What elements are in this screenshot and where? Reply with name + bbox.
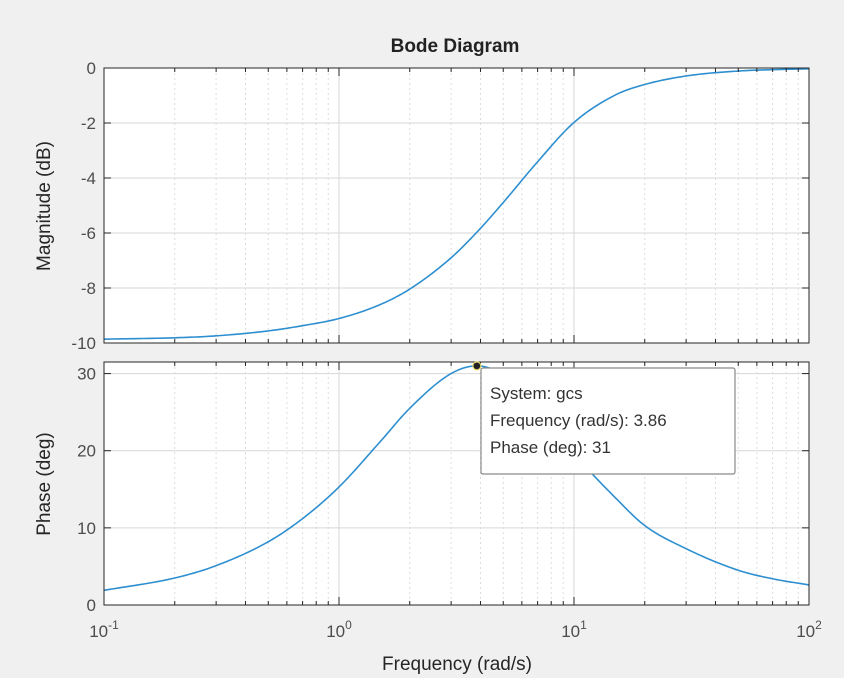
- datatip[interactable]: System: gcs Frequency (rad/s): 3.86 Phas…: [472, 361, 736, 475]
- magnitude-axes[interactable]: 0 -2 -4 -6 -8 -10: [71, 59, 810, 353]
- y-tick-label: -2: [81, 114, 96, 133]
- magnitude-axes-box: [103, 67, 810, 344]
- chart-title: Bode Diagram: [391, 36, 520, 57]
- y-tick-label: -6: [81, 224, 96, 243]
- y-tick-label: 10: [77, 519, 96, 538]
- y-tick-label: 0: [87, 59, 96, 78]
- y-tick-label: 30: [77, 365, 96, 384]
- datatip-phase: Phase (deg): 31: [490, 438, 611, 457]
- datatip-frequency: Frequency (rad/s): 3.86: [490, 411, 667, 430]
- y-tick-label: -4: [81, 169, 96, 188]
- y-tick-label: 0: [87, 596, 96, 615]
- x-tick-label: 101: [561, 618, 587, 641]
- x-tick-labels: 10-1 100 101 102: [89, 618, 822, 641]
- x-tick-label: 102: [796, 618, 822, 641]
- x-axis-label: Frequency (rad/s): [382, 654, 532, 675]
- phase-ylabel: Phase (deg): [34, 432, 55, 536]
- x-tick-label: 10-1: [89, 618, 119, 641]
- y-tick-label: -8: [81, 279, 96, 298]
- datatip-marker[interactable]: [472, 361, 482, 371]
- y-tick-label: -10: [71, 334, 96, 353]
- magnitude-series: [103, 68, 810, 340]
- x-tick-label: 100: [326, 618, 352, 641]
- magnitude-plot-area: [104, 68, 809, 343]
- magnitude-ylabel: Magnitude (dB): [34, 141, 55, 271]
- magnitude-ticks: 0 -2 -4 -6 -8 -10: [71, 59, 810, 353]
- datatip-system: System: gcs: [490, 384, 583, 403]
- y-tick-label: 20: [77, 442, 96, 461]
- phase-axes-box: [103, 361, 810, 606]
- datatip-box: [480, 367, 736, 475]
- magnitude-line[interactable]: [103, 68, 810, 340]
